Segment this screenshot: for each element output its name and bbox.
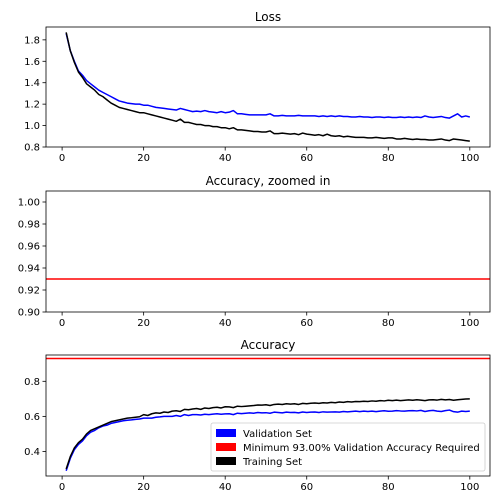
validation-series-line: [65, 33, 471, 119]
plot-area: [65, 32, 471, 142]
axes-frame: [45, 190, 491, 313]
x-tick-label: 60: [300, 318, 313, 329]
x-tick-label: 20: [137, 153, 150, 164]
validation-series-line: [65, 409, 470, 471]
legend-label: Validation Set: [243, 429, 312, 440]
y-tick-label: 0.6: [24, 412, 40, 423]
x-tick-label: 0: [59, 153, 65, 164]
chart-title: Accuracy: [241, 338, 296, 352]
legend-label: Training Set: [242, 457, 302, 468]
x-tick-label: 80: [382, 153, 395, 164]
x-tick-label: 20: [137, 318, 150, 329]
chart-title: Accuracy, zoomed in: [206, 174, 331, 188]
x-tick-label: 0: [59, 482, 65, 493]
x-tick-label: 60: [300, 482, 313, 493]
accuracy-zoomed-panel: Accuracy, zoomed in 0 20 40 60 80 100 0.90 0.92 0…: [18, 174, 491, 329]
y-tick-label: 0.94: [18, 264, 40, 275]
y-tick-label: 0.4: [24, 447, 40, 458]
x-tick-label: 100: [460, 153, 479, 164]
y-tick-label: 1.4: [24, 78, 40, 89]
legend: Validation Set Minimum 93.00% Validation …: [210, 422, 486, 472]
training-series-line: [65, 398, 470, 470]
y-tick-label: 1.0: [24, 121, 40, 132]
x-tick-label: 80: [382, 482, 395, 493]
x-tick-label: 100: [460, 318, 479, 329]
x-tick-label: 40: [219, 153, 232, 164]
x-tick-label: 60: [300, 153, 313, 164]
accuracy-panel: Accuracy 0 20 40 60 80 100 0.4 0.6 0.8 Validation …: [24, 338, 491, 493]
y-tick-label: 1.2: [24, 100, 40, 111]
loss-panel: Loss 0 20 40 60 80 100 0.8 1.0 1.2 1.4 1.6 1.8: [24, 10, 491, 164]
y-tick-label: 1.6: [24, 57, 40, 68]
y-tick-label: 0.98: [18, 220, 40, 231]
legend-swatch: [216, 429, 236, 437]
plot-area: [46, 357, 490, 471]
legend-swatch: [216, 443, 236, 451]
x-tick-label: 40: [219, 482, 232, 493]
x-tick-label: 20: [137, 482, 150, 493]
legend-label: Minimum 93.00% Validation Accuracy Requi…: [243, 443, 480, 454]
y-tick-label: 0.90: [18, 308, 40, 319]
x-tick-label: 0: [59, 318, 65, 329]
x-tick-label: 80: [382, 318, 395, 329]
y-tick-label: 0.96: [18, 242, 40, 253]
y-tick-label: 0.8: [24, 377, 40, 388]
y-tick-label: 0.92: [18, 286, 40, 297]
chart-title: Loss: [255, 10, 281, 24]
y-tick-label: 1.8: [24, 35, 40, 46]
legend-swatch: [216, 457, 236, 465]
x-tick-label: 40: [219, 318, 232, 329]
x-tick-label: 100: [460, 482, 479, 493]
axes-frame: [45, 26, 491, 148]
legend-box: [210, 422, 486, 472]
axes-frame: [45, 354, 491, 477]
training-series-line: [65, 32, 470, 142]
y-tick-label: 1.00: [18, 198, 40, 209]
y-tick-label: 0.8: [24, 143, 40, 154]
